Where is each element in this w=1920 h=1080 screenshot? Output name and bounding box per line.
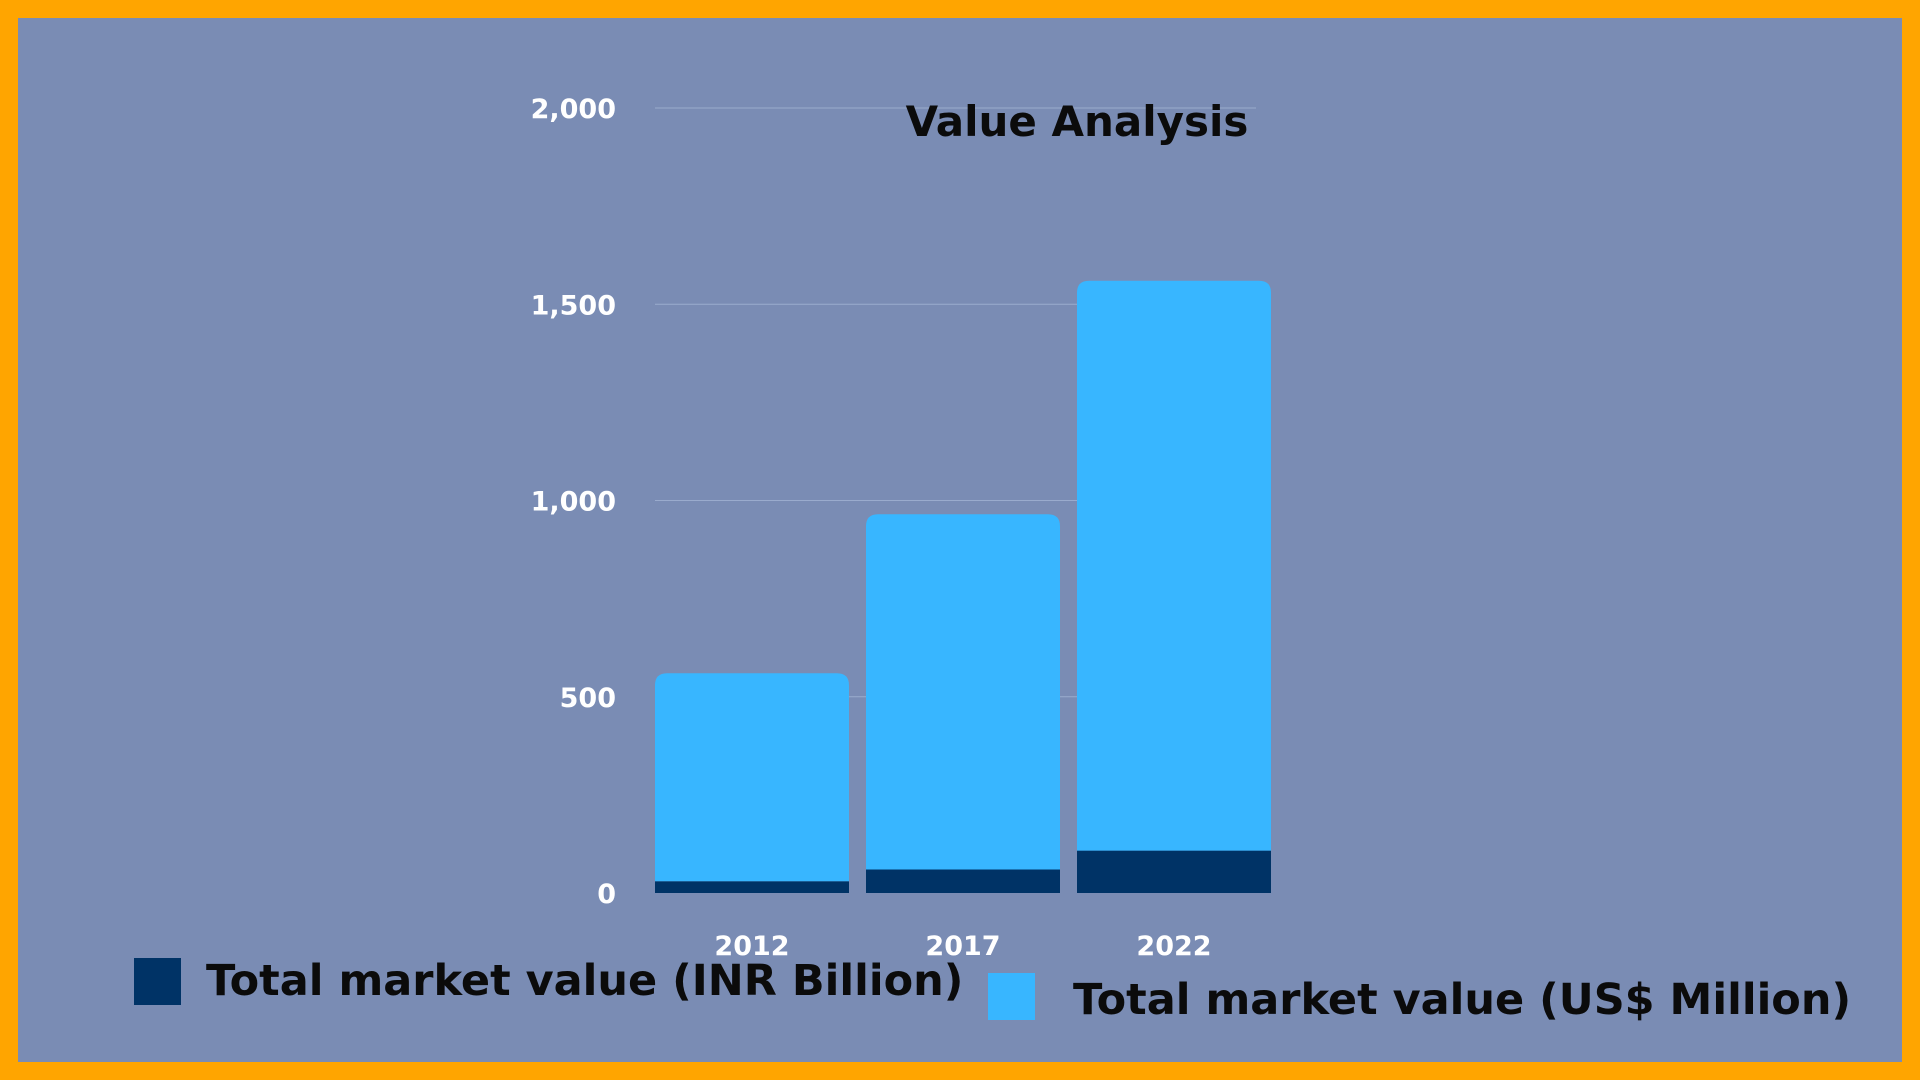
x-tick-label-2017: 2017	[925, 931, 1000, 962]
bar-2012-series-1	[655, 673, 849, 882]
y-tick-label-1000: 1,000	[531, 487, 616, 518]
legend: Total market value (INR Billion) Total m…	[134, 956, 1851, 1025]
x-tick-label-2022: 2022	[1136, 931, 1211, 962]
chart-panel: 0 500 1,000 1,500 2,000 2012 2017 2022 Value A…	[18, 18, 1902, 1062]
x-axis-ticks: 2012 2017 2022	[714, 931, 1211, 962]
y-axis-ticks: 0 500 1,000 1,500 2,000	[531, 94, 616, 910]
legend-swatch-inr	[134, 958, 181, 1005]
chart-title: Value Analysis	[906, 97, 1249, 146]
legend-label-inr: Total market value (INR Billion)	[206, 956, 963, 1006]
legend-label-usd: Total market value (US$ Million)	[1073, 975, 1851, 1025]
bar-2012-series-0	[655, 881, 849, 893]
bars	[655, 280, 1271, 893]
bar-2017-series-0	[866, 869, 1060, 893]
bar-2022-series-0	[1077, 850, 1271, 893]
x-tick-label-2012: 2012	[714, 931, 789, 962]
y-tick-label-500: 500	[560, 683, 616, 714]
y-tick-label-1500: 1,500	[531, 290, 616, 321]
y-tick-label-2000: 2,000	[531, 94, 616, 125]
bar-2022-series-1	[1077, 280, 1271, 851]
bar-chart: 0 500 1,000 1,500 2,000 2012 2017 2022 Value A…	[18, 18, 1902, 1062]
bar-2017-series-1	[866, 514, 1060, 870]
y-tick-label-0: 0	[597, 879, 616, 910]
legend-swatch-usd	[988, 973, 1035, 1020]
